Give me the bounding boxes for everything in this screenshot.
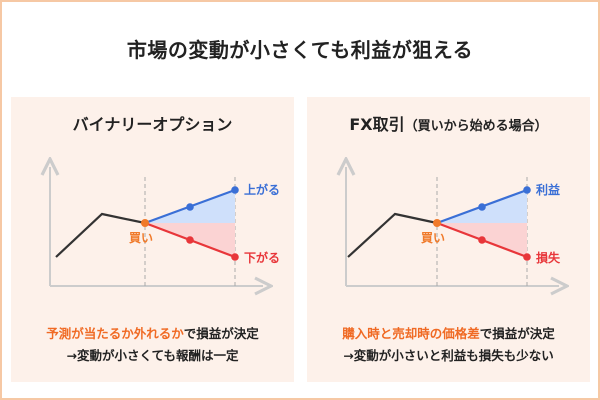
caption-line-2: →変動が小さくても報酬は一定	[66, 348, 239, 363]
caption-line-1: 予測が当たるか外れるかで損益が決定	[11, 323, 294, 342]
caption-line-1: 購入時と売却時の価格差で損益が決定	[307, 323, 590, 342]
caption-line-2: →変動が小さいと利益も損失も少ない	[343, 348, 554, 363]
entry-point	[141, 219, 149, 227]
down-label: 下がる	[244, 250, 280, 265]
panel-title-sub: （買いから始める場合）	[404, 119, 548, 134]
entry-point	[433, 219, 441, 227]
binary-option-panel: バイナリーオプション 上がる 下がる 買い 予測が当たるか外れるかで損	[11, 97, 294, 382]
profit-label: 利益	[536, 182, 560, 197]
price-line	[55, 212, 146, 258]
down-end-point	[231, 253, 239, 261]
caption-rest: で損益が決定	[183, 326, 259, 341]
page-title: 市場の変動が小さくても利益が狙える	[126, 38, 474, 62]
price-line	[347, 212, 438, 258]
profit-mid-point	[478, 203, 486, 211]
caption-highlight: 予測が当たるか外れるか	[46, 326, 184, 341]
loss-label: 損失	[536, 250, 561, 265]
profit-end-point	[523, 186, 531, 194]
entry-label: 買い	[421, 231, 445, 245]
panel-title: バイナリーオプション	[72, 115, 233, 134]
caption-highlight: 購入時と売却時の価格差	[342, 326, 480, 341]
entry-label: 買い	[129, 231, 153, 245]
fx-trading-panel: FX取引（買いから始める場合） 利益 損失 買い 購入時と売却時の価格差で損益が…	[307, 97, 590, 382]
panel-title: FX取引（買いから始める場合）	[307, 111, 590, 135]
fx-trading-diagram: 利益 損失 買い	[307, 97, 590, 382]
loss-mid-point	[478, 236, 486, 244]
down-mid-point	[186, 236, 194, 244]
up-mid-point	[186, 203, 194, 211]
caption-rest: で損益が決定	[479, 326, 555, 341]
panel-title-main: FX取引	[349, 115, 405, 134]
loss-end-point	[523, 253, 531, 261]
up-end-point	[231, 186, 239, 194]
binary-option-diagram: 上がる 下がる 買い	[11, 97, 280, 382]
up-label: 上がる	[244, 182, 280, 197]
